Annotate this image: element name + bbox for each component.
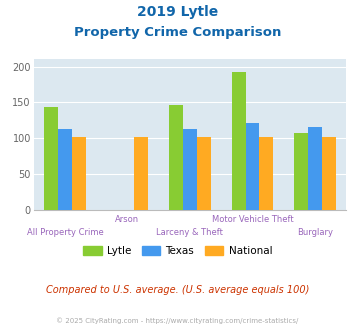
Bar [58, 129, 72, 210]
Bar [183, 129, 197, 210]
Text: Larceny & Theft: Larceny & Theft [157, 228, 223, 237]
Text: 2019 Lytle: 2019 Lytle [137, 5, 218, 19]
Bar [259, 137, 273, 210]
Text: All Property Crime: All Property Crime [27, 228, 103, 237]
Bar [44, 107, 58, 210]
Bar [169, 105, 183, 210]
Bar [197, 137, 211, 210]
Text: Motor Vehicle Theft: Motor Vehicle Theft [212, 215, 293, 224]
Bar [232, 72, 246, 210]
Bar [72, 137, 86, 210]
Text: Property Crime Comparison: Property Crime Comparison [74, 26, 281, 39]
Legend: Lytle, Texas, National: Lytle, Texas, National [78, 242, 277, 260]
Bar [294, 133, 308, 210]
Bar [322, 137, 335, 210]
Bar [246, 123, 259, 210]
Bar [308, 127, 322, 210]
Text: © 2025 CityRating.com - https://www.cityrating.com/crime-statistics/: © 2025 CityRating.com - https://www.city… [56, 317, 299, 324]
Bar [134, 137, 148, 210]
Text: Arson: Arson [115, 215, 140, 224]
Text: Compared to U.S. average. (U.S. average equals 100): Compared to U.S. average. (U.S. average … [46, 285, 309, 295]
Text: Burglary: Burglary [297, 228, 333, 237]
